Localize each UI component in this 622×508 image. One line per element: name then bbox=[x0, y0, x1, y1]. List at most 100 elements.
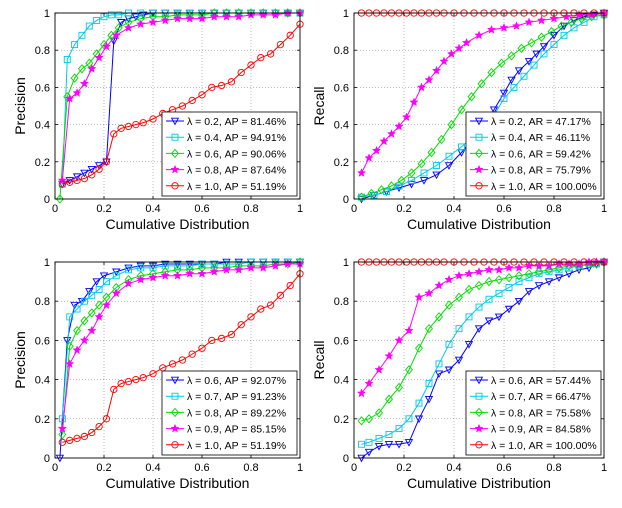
data-point bbox=[561, 11, 572, 21]
data-point bbox=[234, 11, 244, 21]
data-point bbox=[197, 13, 207, 23]
y-tick-label: 0 bbox=[343, 194, 349, 206]
data-point bbox=[107, 11, 115, 19]
data-point bbox=[444, 162, 454, 170]
data-point bbox=[424, 395, 434, 404]
data-point bbox=[375, 434, 383, 442]
data-point bbox=[258, 9, 268, 19]
legend-entry: λ = 0.8, AR = 75.79% bbox=[470, 165, 591, 177]
legend: λ = 0.6, AR = 57.44% λ = 0.7, AR = 66.47%… bbox=[465, 370, 602, 456]
y-axis-label: Precision bbox=[12, 331, 28, 389]
data-point bbox=[70, 73, 79, 83]
data-point bbox=[514, 67, 524, 75]
legend-marker bbox=[474, 164, 484, 174]
data-point bbox=[515, 271, 523, 281]
data-point bbox=[58, 438, 66, 446]
data-point bbox=[394, 335, 404, 345]
data-point bbox=[484, 264, 494, 274]
x-tick-label: 0 bbox=[52, 462, 58, 474]
data-point bbox=[94, 52, 104, 62]
data-point bbox=[417, 158, 426, 169]
data-point bbox=[544, 278, 554, 286]
data-point bbox=[567, 17, 576, 27]
data-point bbox=[577, 13, 586, 24]
legend-marker bbox=[474, 376, 484, 385]
data-point bbox=[574, 266, 584, 275]
data-point bbox=[111, 288, 121, 298]
legend: λ = 0.6, AP = 92.07% λ = 0.7, AP = 91.23%… bbox=[161, 370, 298, 456]
data-point bbox=[93, 16, 101, 24]
legend-marker bbox=[170, 423, 180, 433]
data-point bbox=[73, 434, 81, 443]
data-point bbox=[160, 15, 170, 25]
data-point bbox=[357, 416, 366, 426]
x-tick-label: 0.6 bbox=[496, 462, 511, 474]
data-point bbox=[535, 267, 543, 277]
data-point bbox=[95, 300, 104, 310]
data-point bbox=[112, 268, 121, 277]
data-point bbox=[375, 408, 383, 418]
data-point bbox=[101, 300, 112, 310]
data-point bbox=[584, 264, 594, 273]
legend-entry: λ = 0.6, AR = 57.44% bbox=[470, 375, 591, 387]
y-tick-label: 0.2 bbox=[334, 157, 349, 169]
y-tick-label: 0.6 bbox=[35, 335, 50, 347]
data-point bbox=[510, 83, 518, 91]
data-point bbox=[364, 448, 374, 457]
data-point bbox=[92, 49, 101, 59]
x-tick-label: 0.4 bbox=[145, 203, 160, 215]
data-point bbox=[407, 180, 416, 189]
legend-label: λ = 1.0, AP = 51.19% bbox=[187, 181, 286, 193]
data-point bbox=[160, 270, 170, 280]
legend-box bbox=[161, 111, 298, 197]
x-tick-label: 1 bbox=[601, 203, 607, 215]
data-point bbox=[217, 334, 226, 343]
data-point bbox=[188, 96, 196, 105]
data-point bbox=[79, 335, 90, 345]
legend-marker bbox=[474, 117, 484, 126]
data-point bbox=[73, 305, 81, 313]
data-point bbox=[405, 365, 413, 375]
legend-entry: λ = 0.7, AR = 66.47% bbox=[470, 391, 591, 403]
y-tick-label: 1 bbox=[44, 8, 50, 20]
data-point bbox=[87, 63, 97, 73]
data-point bbox=[384, 441, 394, 449]
data-point bbox=[454, 270, 464, 280]
data-point bbox=[592, 259, 601, 269]
data-point bbox=[80, 169, 89, 178]
data-point bbox=[530, 61, 538, 69]
data-point bbox=[458, 143, 465, 151]
data-point bbox=[525, 269, 533, 279]
y-tick-label: 1 bbox=[343, 8, 349, 20]
legend-entry: λ = 0.8, AP = 87.64% bbox=[166, 165, 286, 177]
legend-marker bbox=[475, 148, 483, 159]
data-point bbox=[385, 394, 393, 404]
x-axis-label: Cumulative Distribution bbox=[407, 216, 551, 232]
legend-label: λ = 0.9, AR = 84.58% bbox=[491, 424, 591, 436]
data-point bbox=[484, 317, 494, 326]
data-point bbox=[58, 429, 67, 440]
data-point bbox=[485, 276, 493, 287]
data-point bbox=[208, 83, 216, 92]
data-point bbox=[94, 311, 104, 321]
data-point bbox=[395, 425, 403, 433]
x-axis-label: Cumulative Distribution bbox=[106, 475, 250, 491]
x-tick-label: 0.8 bbox=[546, 203, 561, 215]
data-point bbox=[65, 177, 74, 185]
data-point bbox=[420, 169, 428, 177]
legend-marker bbox=[171, 133, 179, 141]
data-point bbox=[385, 431, 393, 438]
data-point bbox=[247, 61, 255, 69]
data-point bbox=[475, 303, 483, 311]
data-point bbox=[557, 21, 566, 31]
series-3 bbox=[356, 257, 609, 398]
data-point bbox=[474, 30, 484, 40]
data-point bbox=[455, 292, 463, 302]
x-tick-label: 0.8 bbox=[243, 203, 258, 215]
data-point bbox=[409, 97, 419, 107]
data-point bbox=[80, 297, 88, 305]
data-point bbox=[444, 366, 454, 375]
data-point bbox=[102, 278, 110, 286]
data-point bbox=[414, 292, 424, 302]
axes-frame bbox=[353, 261, 605, 459]
